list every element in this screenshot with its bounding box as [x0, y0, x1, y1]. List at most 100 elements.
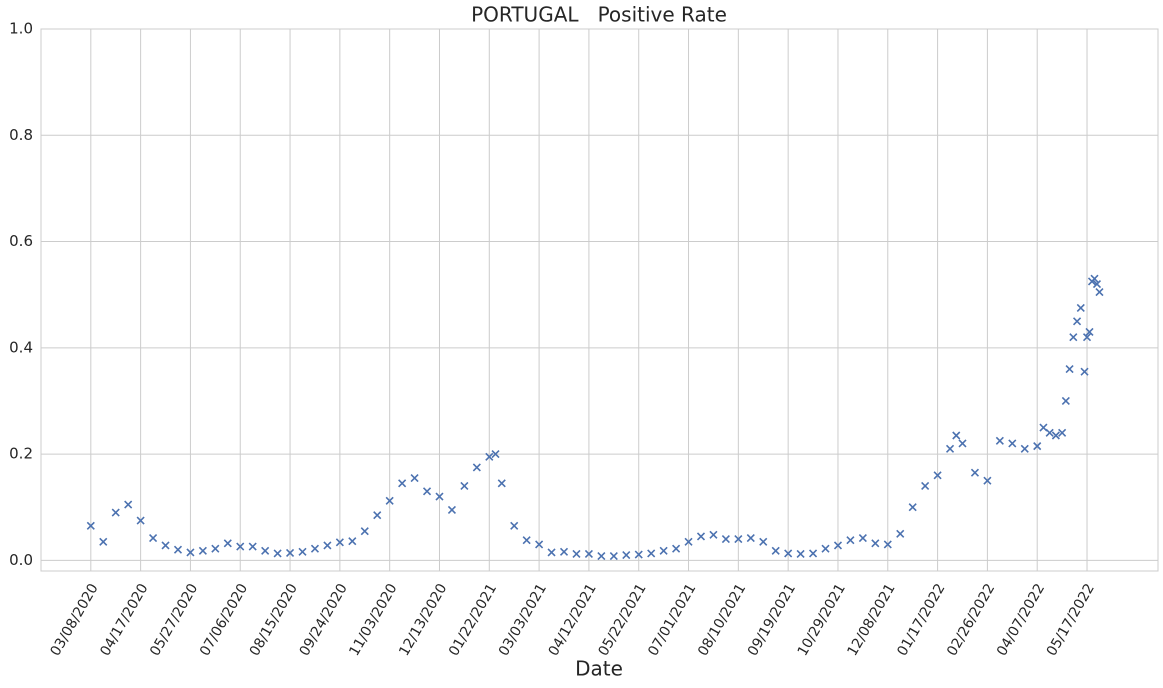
marker: [684, 537, 693, 546]
marker: [833, 541, 843, 550]
x-tick-label: 01/17/2022: [894, 581, 948, 659]
marker: [1080, 367, 1089, 376]
marker: [310, 544, 320, 553]
marker: [771, 546, 780, 555]
marker: [285, 548, 295, 557]
marker: [759, 537, 768, 546]
marker: [236, 542, 245, 551]
chart-title: PORTUGAL Positive Rate: [471, 3, 727, 27]
marker: [547, 548, 556, 557]
y-tick-label: 0.6: [9, 232, 33, 250]
x-tick-label: 07/06/2020: [197, 581, 251, 659]
x-axis-label: Date: [575, 657, 623, 681]
x-tick-label: 08/10/2021: [695, 581, 749, 659]
marker: [1058, 428, 1067, 437]
marker: [647, 549, 656, 558]
x-tick-label: 07/01/2021: [645, 581, 699, 659]
marker: [1045, 428, 1054, 437]
marker: [348, 537, 357, 546]
marker: [1072, 317, 1082, 326]
marker: [983, 476, 992, 485]
marker: [746, 533, 755, 543]
marker: [1065, 365, 1074, 374]
x-tick-label: 12/13/2020: [396, 581, 450, 659]
marker: [323, 541, 332, 550]
marker: [510, 521, 519, 530]
plot-frame: [40, 28, 1159, 572]
x-tick-label: 03/03/2021: [496, 581, 550, 659]
marker: [958, 439, 967, 448]
marker: [298, 547, 307, 556]
marker: [497, 479, 506, 488]
x-tick-label: 04/17/2020: [97, 581, 151, 659]
y-tick-label: 0.0: [9, 551, 33, 569]
marker: [360, 527, 369, 536]
marker: [952, 431, 961, 440]
y-tick-label: 0.4: [9, 338, 33, 356]
marker: [111, 508, 120, 517]
marker: [1020, 444, 1029, 453]
marker: [472, 463, 481, 472]
marker: [821, 544, 830, 553]
marker: [161, 541, 170, 550]
marker: [273, 549, 282, 558]
x-tick-label: 05/17/2022: [1044, 581, 1098, 659]
marker: [659, 546, 668, 555]
marker: [373, 511, 382, 520]
marker: [173, 545, 183, 554]
marker: [721, 535, 730, 544]
x-tick-label: 01/22/2021: [446, 581, 500, 659]
x-tick-label: 04/07/2022: [994, 581, 1048, 659]
marker: [99, 537, 108, 546]
x-tick-label: 09/24/2020: [297, 581, 351, 659]
marker: [1051, 431, 1060, 440]
marker: [1008, 439, 1017, 448]
marker: [672, 544, 681, 553]
x-tick-label: 10/29/2021: [795, 581, 849, 659]
marker: [522, 536, 531, 545]
y-tick-label: 0.8: [9, 126, 33, 144]
marker: [460, 481, 469, 491]
marker: [559, 547, 569, 556]
marker: [198, 546, 207, 555]
x-tick-label: 05/27/2020: [147, 581, 201, 659]
marker: [796, 549, 805, 559]
marker: [858, 533, 867, 543]
x-tick-label: 02/26/2022: [944, 581, 998, 659]
marker: [223, 539, 232, 548]
marker: [622, 550, 631, 560]
x-tick-label: 09/19/2021: [745, 581, 799, 659]
marker: [1090, 274, 1099, 283]
marker: [535, 540, 544, 549]
marker: [784, 549, 793, 558]
marker: [491, 450, 500, 459]
y-tick-label: 0.2: [9, 445, 33, 463]
marker: [871, 539, 880, 548]
marker: [86, 521, 95, 530]
marker: [1069, 333, 1078, 342]
marker: [1033, 442, 1042, 451]
x-tick-label: 03/08/2020: [48, 581, 102, 659]
marker: [149, 533, 158, 543]
marker: [696, 532, 706, 541]
marker: [136, 516, 145, 525]
marker: [896, 529, 905, 538]
marker: [933, 471, 942, 480]
marker: [186, 548, 195, 557]
x-tick-label: 12/08/2021: [844, 581, 898, 659]
marker: [261, 546, 270, 555]
marker: [335, 538, 344, 547]
marker: [908, 503, 917, 512]
marker: [584, 549, 593, 559]
marker: [970, 468, 980, 477]
x-tick-label: 08/15/2020: [247, 581, 301, 659]
marker: [808, 549, 818, 558]
x-tick-label: 05/22/2021: [595, 581, 649, 659]
marker: [1092, 279, 1102, 289]
marker: [846, 536, 855, 545]
marker: [435, 492, 444, 501]
marker: [945, 444, 955, 453]
marker: [995, 436, 1004, 445]
marker: [1061, 396, 1070, 406]
